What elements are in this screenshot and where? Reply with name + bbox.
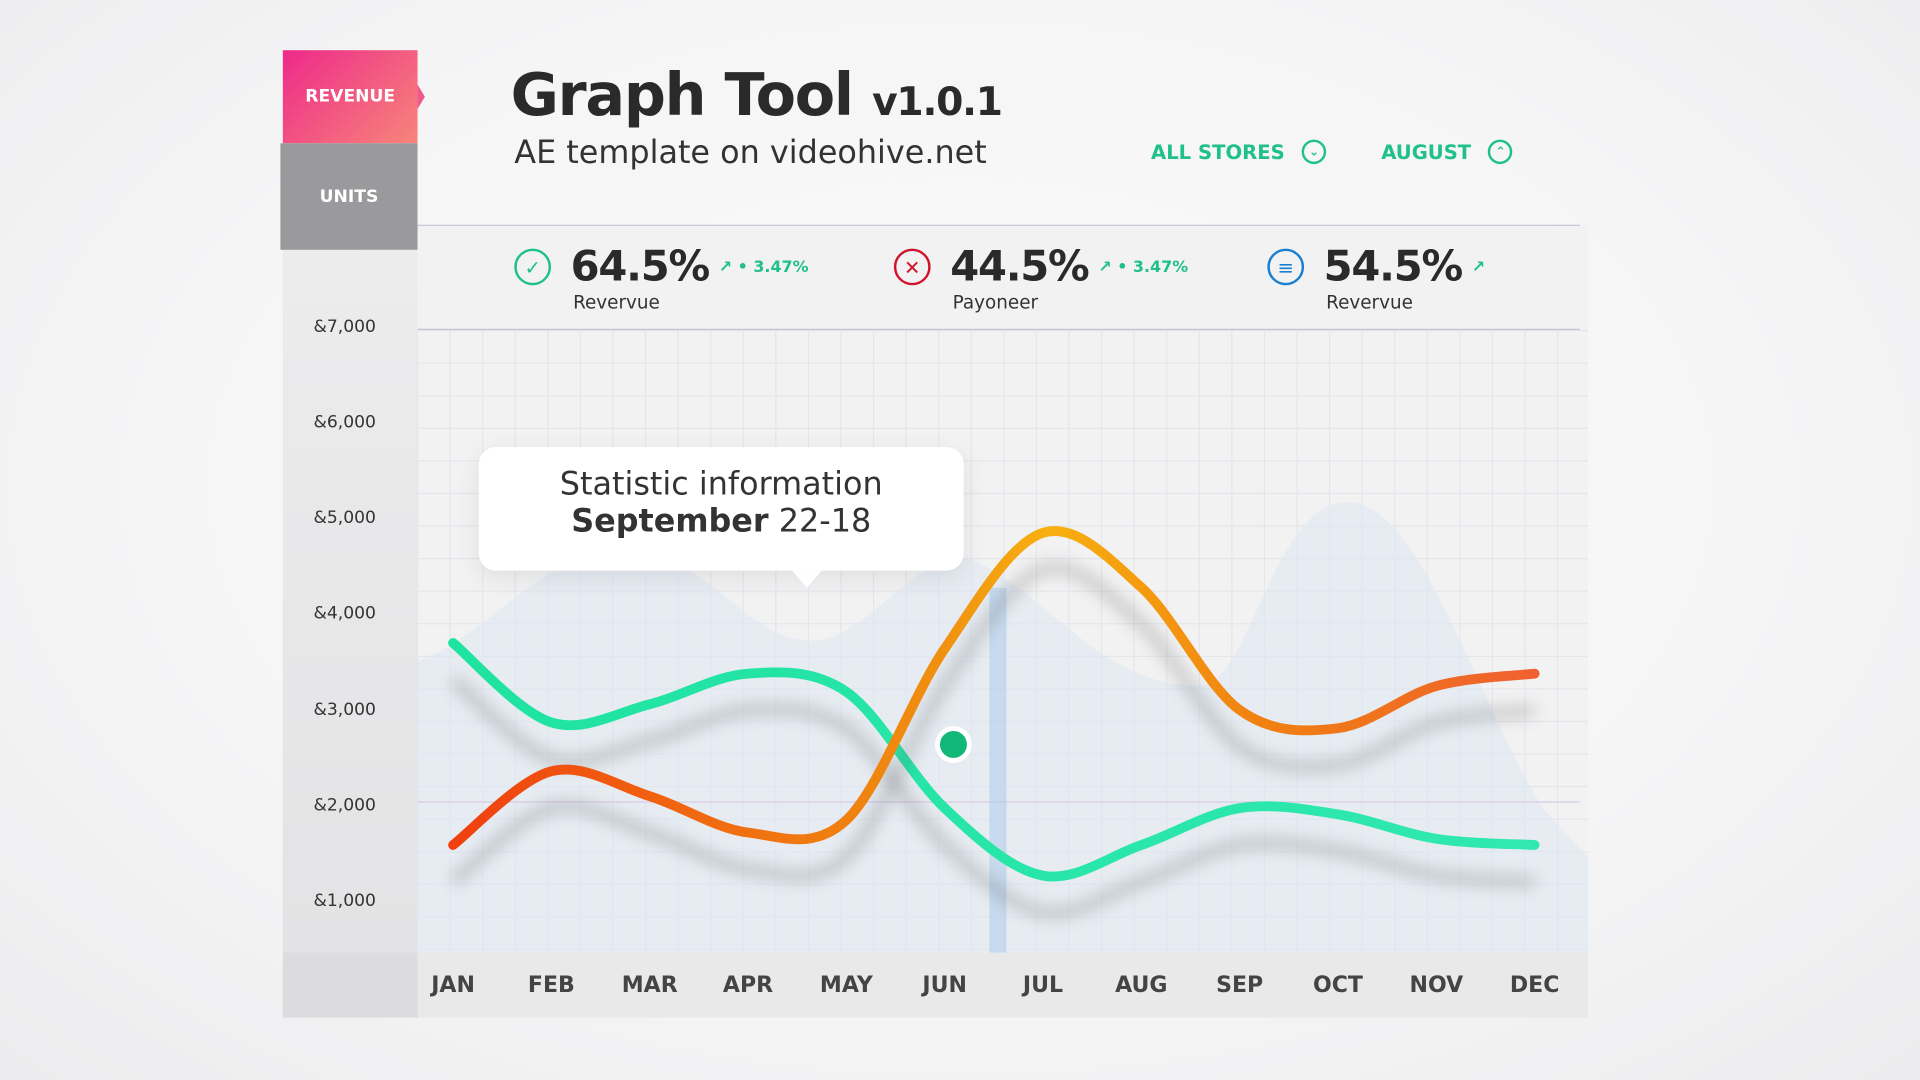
chat-bubble-icon: ≡ (1267, 248, 1305, 286)
x-tick-label: JUN (922, 972, 967, 998)
x-tick-label: JUL (1022, 972, 1064, 998)
y-tick-label: &5,000 (313, 508, 376, 528)
tab-revenue[interactable]: REVENUE (282, 50, 425, 144)
stat-change: ↗ (1471, 257, 1486, 277)
y-tick-label: &2,000 (313, 795, 376, 816)
tooltip-date: 22-18 (768, 503, 872, 541)
x-tick-label: MAY (819, 972, 873, 998)
month-dropdown[interactable]: AUGUST ⌃ (1381, 139, 1513, 165)
stat-label: Payoneer (952, 291, 1039, 314)
stat-change: ↗ • 3.47% (1098, 257, 1189, 277)
stat-1: ✕ 44.5% ↗ • 3.47% Payoneer (893, 242, 1189, 314)
all-stores-dropdown[interactable]: ALL STORES ⌄ (1151, 139, 1327, 165)
filter-label: AUGUST (1381, 140, 1472, 164)
tooltip-line1: Statistic information (559, 466, 883, 504)
y-tick-label: &3,000 (313, 699, 376, 720)
filter-label: ALL STORES (1151, 140, 1285, 164)
x-tick-label: FEB (527, 972, 575, 998)
series-shadow (449, 561, 1536, 887)
tooltip-line2: September 22-18 (479, 503, 964, 540)
green-series-line (448, 638, 1540, 882)
stat-label: Revervue (573, 291, 660, 314)
title-text: Graph Tool (510, 61, 854, 130)
y-tick-label: &1,000 (313, 891, 376, 912)
x-tick-label: JAN (431, 972, 475, 998)
series-group (448, 526, 1540, 920)
x-tick-label: MAR (621, 972, 678, 998)
x-tick-label: NOV (1409, 972, 1464, 998)
stat-0: ✓ 64.5% ↗ • 3.47% Revervue (514, 242, 809, 314)
page-title: Graph Tool v1.0.1 (510, 61, 1003, 130)
stat-value: 64.5% (570, 242, 711, 292)
series-shadow (449, 674, 1536, 920)
x-tick-label: DEC (1509, 972, 1560, 998)
y-tick-label: &6,000 (313, 412, 376, 433)
data-point-marker (935, 726, 972, 763)
version: v1.0.1 (872, 78, 1003, 125)
x-tick-label: AUG (1115, 972, 1168, 998)
chevron-down-circle-icon: ⌄ (1301, 139, 1327, 165)
orange-series-line (448, 526, 1540, 850)
x-tick-label: OCT (1313, 972, 1363, 998)
x-circle-icon: ✕ (893, 248, 931, 286)
subtitle: AE template on videohive.net (514, 134, 987, 172)
x-tick-label: APR (722, 972, 774, 998)
stat-change: ↗ • 3.47% (718, 257, 809, 277)
check-circle-icon: ✓ (514, 248, 552, 286)
chevron-up-circle-icon: ⌃ (1488, 139, 1513, 165)
stat-value: 54.5% (1323, 242, 1464, 292)
sidebar (282, 249, 418, 1018)
tooltip-month: September (571, 503, 769, 541)
tooltip: Statistic information September 22-18 (478, 446, 964, 588)
x-tick-label: SEP (1216, 972, 1264, 998)
stat-value: 44.5% (950, 242, 1090, 292)
y-tick-label: &4,000 (313, 604, 376, 624)
x-axis-bar-left (282, 952, 418, 1018)
y-tick-label: &7,000 (313, 316, 376, 337)
stat-2: ≡ 54.5% ↗ Revervue (1267, 242, 1485, 313)
x-axis-bar (417, 952, 1589, 1018)
stat-label: Revervue (1326, 291, 1413, 314)
tab-units[interactable]: UNITS (280, 143, 418, 250)
